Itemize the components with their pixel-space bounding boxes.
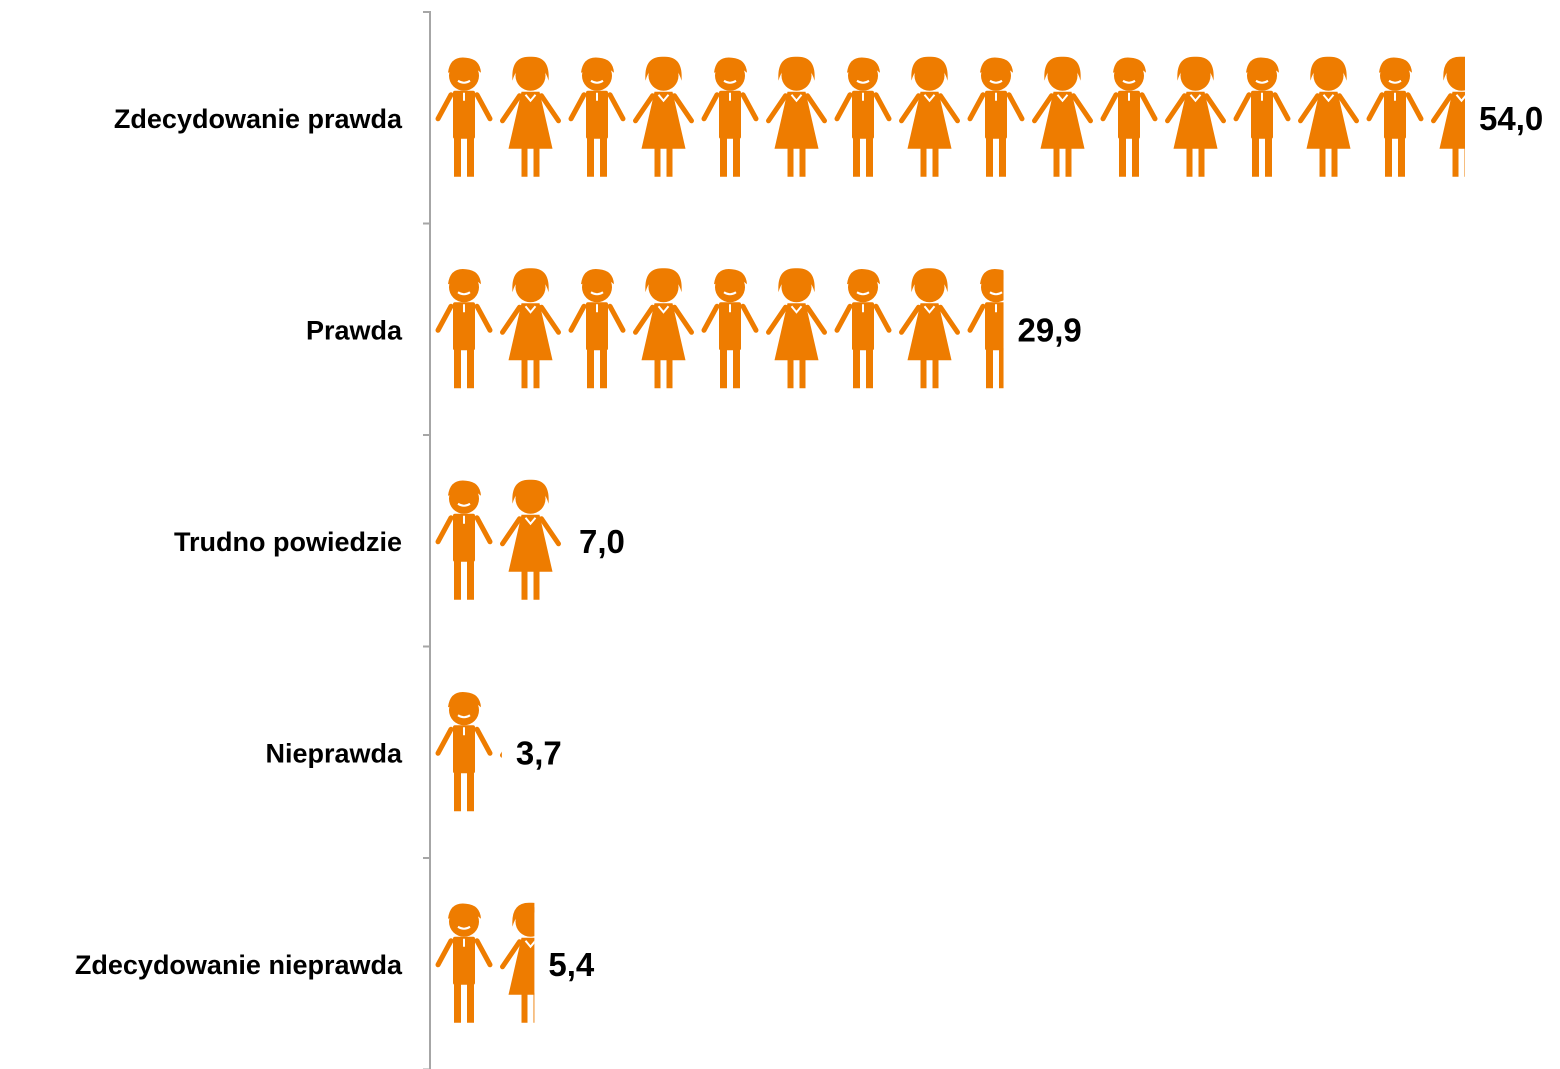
category-label: Zdecydowanie nieprawda xyxy=(75,950,403,980)
boy-icon xyxy=(970,58,1022,177)
boy-icon xyxy=(837,269,889,388)
girl-icon xyxy=(1168,57,1224,177)
girl-icon xyxy=(503,57,559,177)
boy-icon xyxy=(837,58,889,177)
value-label: 54,0 xyxy=(1479,100,1543,137)
value-label: 7,0 xyxy=(579,523,625,560)
boy-icon xyxy=(571,58,623,177)
category-label: Zdecydowanie prawda xyxy=(114,104,403,134)
girl-icon xyxy=(769,268,825,388)
girl-icon xyxy=(1035,57,1091,177)
girl-icon xyxy=(1301,57,1357,177)
boy-icon xyxy=(438,58,490,177)
girl-icon xyxy=(902,57,958,177)
value-label: 3,7 xyxy=(516,734,562,771)
boy-icon xyxy=(571,269,623,388)
boy-icon xyxy=(438,904,490,1023)
category-label: Prawda xyxy=(306,315,403,345)
boy-icon xyxy=(704,58,756,177)
value-label: 29,9 xyxy=(1018,311,1082,348)
girl-icon xyxy=(503,480,559,600)
girl-icon xyxy=(636,268,692,388)
value-label: 5,4 xyxy=(548,946,595,983)
bar xyxy=(438,57,1490,177)
category-label: Trudno powiedzie xyxy=(174,527,402,557)
bar xyxy=(438,268,1022,388)
girl-icon xyxy=(636,57,692,177)
girl-icon xyxy=(902,268,958,388)
boy-icon xyxy=(970,269,1022,388)
bar xyxy=(438,903,559,1023)
boy-icon xyxy=(438,481,490,600)
boy-icon xyxy=(438,269,490,388)
category-label: Nieprawda xyxy=(265,738,403,768)
girl-icon xyxy=(503,268,559,388)
boy-icon xyxy=(438,692,490,811)
boy-icon xyxy=(1103,58,1155,177)
boy-icon xyxy=(1236,58,1288,177)
boy-icon xyxy=(1369,58,1421,177)
girl-icon xyxy=(769,57,825,177)
boy-icon xyxy=(704,269,756,388)
